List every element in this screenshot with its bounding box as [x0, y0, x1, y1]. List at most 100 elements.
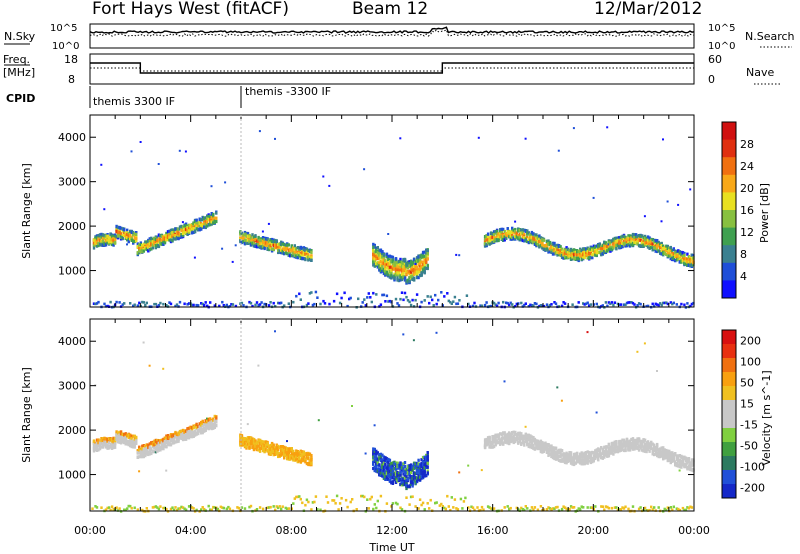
- echo-cell: [396, 265, 399, 269]
- echo-cell: [287, 248, 290, 252]
- echo-cell: [266, 243, 269, 247]
- echo-cell: [423, 474, 426, 478]
- scatter-cell: [277, 506, 280, 510]
- echo-cell: [264, 243, 268, 247]
- echo-cell: [154, 246, 158, 250]
- echo-cell: [115, 433, 118, 437]
- echo-cell: [373, 448, 376, 452]
- echo-cell: [136, 450, 139, 455]
- scatter-cell: [325, 495, 328, 498]
- scatter-cell: [482, 508, 485, 512]
- scatter-cell: [470, 505, 473, 509]
- echo-cell: [127, 234, 130, 238]
- echo-cell: [267, 446, 271, 450]
- echo-cell: [563, 255, 567, 259]
- echo-cell: [269, 238, 272, 242]
- scatter-cell: [435, 302, 438, 306]
- echo-cell: [292, 251, 295, 255]
- echo-cell: [376, 463, 379, 467]
- scatter-cell: [630, 301, 633, 304]
- echo-cell: [393, 264, 396, 268]
- scatter-cell: [313, 302, 316, 306]
- echo-cell: [518, 235, 521, 239]
- scatter-cell: [423, 508, 426, 511]
- echo-cell: [505, 439, 508, 444]
- echo-cell: [310, 256, 313, 260]
- echo-cell: [302, 450, 306, 454]
- echo-cell: [551, 247, 555, 251]
- scatter-cell: [624, 303, 627, 306]
- scatter-cell: [514, 305, 517, 308]
- echo-cell: [391, 466, 395, 470]
- echo-cell: [98, 441, 102, 445]
- echo-cell: [308, 452, 312, 456]
- echo-cell: [298, 452, 301, 457]
- scatter-cell: [106, 304, 109, 308]
- echo-cell: [180, 433, 183, 437]
- echo-cell: [636, 234, 639, 238]
- scatter-cell: [589, 303, 592, 306]
- power-ylabel: Slant Range [km]: [20, 163, 33, 259]
- echo-cell: [193, 433, 197, 437]
- echo-cell: [378, 473, 381, 477]
- scatter-cell: [654, 302, 657, 306]
- echo-cell: [292, 247, 295, 251]
- scatter-cell: [169, 507, 173, 511]
- echo-cell: [650, 240, 653, 244]
- scatter-cell: [153, 505, 156, 509]
- echo-cell: [653, 246, 656, 250]
- echo-cell: [656, 247, 659, 251]
- scatter-cell: [455, 507, 458, 510]
- noise-cell: [138, 470, 141, 473]
- noise-cell: [267, 222, 270, 225]
- echo-cell: [497, 232, 500, 236]
- echo-cell: [505, 236, 508, 240]
- echo-cell: [378, 467, 381, 472]
- echo-cell: [305, 462, 309, 466]
- scatter-cell: [301, 501, 304, 505]
- scatter-cell: [606, 304, 609, 308]
- echo-cell: [249, 436, 253, 440]
- scatter-cell: [335, 292, 339, 296]
- echo-cell: [547, 239, 550, 243]
- freq-tick-low: 8: [68, 73, 75, 86]
- scatter-cell: [585, 302, 588, 306]
- echo-cell: [258, 446, 262, 450]
- echo-cell: [304, 452, 307, 456]
- echo-cell: [624, 238, 627, 242]
- scatter-cell: [627, 301, 630, 304]
- echo-cell: [373, 264, 376, 268]
- echo-cell: [559, 248, 562, 253]
- echo-cell: [672, 247, 675, 251]
- echo-cell: [495, 234, 499, 238]
- scatter-cell: [142, 301, 145, 304]
- echo-cell: [198, 425, 201, 429]
- echo-cell: [390, 273, 393, 277]
- echo-cell: [396, 267, 399, 271]
- echo-cell: [583, 253, 586, 257]
- colorbar-swatch: [722, 174, 736, 193]
- scatter-cell: [272, 505, 275, 508]
- echo-cell: [92, 246, 96, 250]
- echo-cell: [406, 485, 410, 489]
- echo-cell: [254, 244, 257, 248]
- echo-cell: [690, 257, 694, 261]
- scatter-cell: [335, 494, 339, 498]
- echo-cell: [186, 436, 189, 440]
- scatter-cell: [379, 494, 383, 498]
- echo-cell: [569, 257, 573, 261]
- echo-cell: [394, 267, 398, 271]
- echo-cell: [98, 242, 102, 246]
- colorbar-swatch: [722, 210, 736, 229]
- echo-cell: [639, 234, 642, 238]
- echo-cell: [286, 452, 289, 456]
- scatter-cell: [435, 501, 438, 504]
- echo-cell: [112, 236, 115, 241]
- scatter-cell: [181, 506, 185, 509]
- echo-cell: [494, 435, 497, 439]
- scatter-cell: [284, 506, 287, 510]
- echo-cell: [391, 476, 395, 480]
- echo-cell: [92, 442, 96, 447]
- echo-cell: [494, 230, 497, 234]
